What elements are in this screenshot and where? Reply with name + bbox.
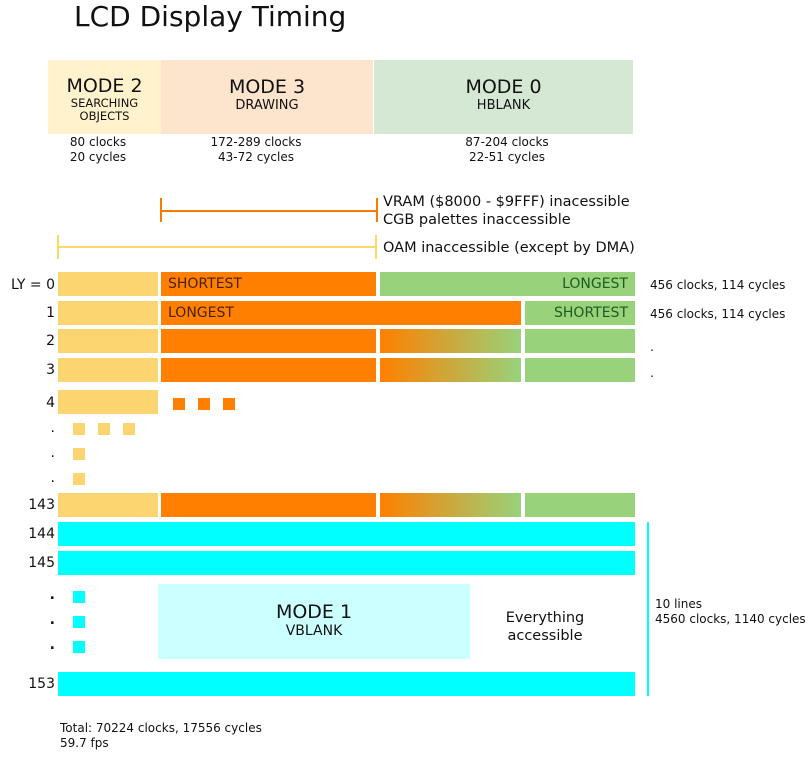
ellipsis-square-5 bbox=[73, 473, 85, 485]
vblank-clocks-note: 4560 clocks, 1140 cycles bbox=[655, 612, 806, 626]
ly2-mode0-bar bbox=[525, 329, 635, 353]
vblank-ellipsis-dot-1: . bbox=[49, 587, 55, 603]
ly4-progress-square-2 bbox=[198, 398, 210, 410]
mode3-header-box: MODE 3 DRAWING bbox=[161, 60, 373, 134]
vram-bracket-right-tick bbox=[376, 198, 378, 222]
ly145-vblank-bar bbox=[58, 551, 635, 575]
vram-access-note: VRAM ($8000 - $9FFF) inacessible CGB pal… bbox=[383, 193, 630, 229]
ly1-timing-note: 456 clocks, 114 cycles bbox=[650, 307, 786, 321]
ly1-mode3-bar: LONGEST bbox=[161, 301, 521, 325]
mode1-name: MODE 1 bbox=[275, 601, 353, 623]
vblank-ellipsis-square-2 bbox=[73, 616, 85, 628]
mode3-timing: 172-289 clocks 43-72 cycles bbox=[161, 135, 351, 165]
ly143-mode3-bar bbox=[161, 493, 376, 517]
mode1-vblank-box: MODE 1 VBLANK bbox=[158, 584, 470, 659]
vblank-lines-note: 10 lines bbox=[655, 597, 702, 611]
ly-label-3: 3 bbox=[46, 362, 55, 378]
row-ellipsis-dot-3: . bbox=[50, 470, 55, 486]
mode0-name: MODE 0 bbox=[465, 76, 542, 98]
total-summary: Total: 70224 clocks, 17556 cycles 59.7 f… bbox=[60, 721, 262, 751]
oam-inaccessible-text: OAM inaccessible (except by DMA) bbox=[383, 240, 635, 256]
vram-inaccessible-text: VRAM ($8000 - $9FFF) inacessible bbox=[383, 194, 630, 210]
ly4-mode2-bar bbox=[58, 390, 158, 414]
vblank-range-note: 10 lines 4560 clocks, 1140 cycles bbox=[655, 597, 806, 627]
ellipsis-square-1 bbox=[73, 423, 85, 435]
oam-bracket bbox=[58, 246, 376, 248]
ly-label-145: 145 bbox=[28, 555, 55, 571]
mode3-name: MODE 3 bbox=[228, 76, 306, 98]
ly-label-4: 4 bbox=[46, 395, 55, 411]
mode2-header-box: MODE 2 SEARCHING OBJECTS bbox=[48, 60, 161, 134]
ly3-continuation-dot: . bbox=[650, 366, 654, 380]
mode3-sub: DRAWING bbox=[235, 98, 299, 113]
ly0-mode3-bar: SHORTEST bbox=[161, 272, 376, 296]
vblank-range-bracket bbox=[647, 522, 649, 696]
ly1-mode2-bar bbox=[58, 301, 158, 325]
vram-bracket-left-tick bbox=[160, 198, 162, 222]
ly-label-153: 153 bbox=[28, 676, 55, 692]
ly4-progress-square-1 bbox=[173, 398, 185, 410]
ly2-variable-bar bbox=[380, 329, 521, 353]
ly143-variable-bar bbox=[380, 493, 521, 517]
mode3-clocks: 172-289 clocks bbox=[210, 135, 302, 149]
ly3-mode3-bar bbox=[161, 358, 376, 382]
ly-label-0: LY = 0 bbox=[10, 277, 55, 293]
ly3-mode0-bar bbox=[525, 358, 635, 382]
ly-label-1: 1 bbox=[46, 305, 55, 321]
ellipsis-square-2 bbox=[98, 423, 110, 435]
ly143-mode2-bar bbox=[58, 493, 158, 517]
ly1-mode0-label: SHORTEST bbox=[554, 305, 628, 321]
page-title: LCD Display Timing bbox=[74, 0, 347, 33]
ly2-mode2-bar bbox=[58, 329, 158, 353]
ly-label-143: 143 bbox=[28, 497, 55, 513]
mode0-timing: 87-204 clocks 22-51 cycles bbox=[414, 135, 600, 165]
mode2-timing: 80 clocks 20 cycles bbox=[48, 135, 148, 165]
ellipsis-square-4 bbox=[73, 448, 85, 460]
mode2-cycles: 20 cycles bbox=[69, 150, 127, 164]
ly143-mode0-bar bbox=[525, 493, 635, 517]
row-ellipsis-dot-1: . bbox=[50, 420, 55, 436]
ly4-progress-square-3 bbox=[223, 398, 235, 410]
ly1-mode3-label: LONGEST bbox=[168, 305, 234, 321]
vblank-ellipsis-dot-2: . bbox=[49, 612, 55, 628]
vram-bracket bbox=[161, 210, 377, 212]
total-clocks: Total: 70224 clocks, 17556 cycles bbox=[60, 721, 262, 735]
vblank-ellipsis-square-1 bbox=[73, 591, 85, 603]
ly0-mode0-bar: LONGEST bbox=[380, 272, 635, 296]
ly0-mode0-label: LONGEST bbox=[562, 276, 628, 292]
mode2-clocks: 80 clocks bbox=[69, 135, 127, 149]
ellipsis-square-3 bbox=[123, 423, 135, 435]
oam-bracket-right-tick bbox=[375, 235, 377, 259]
ly144-vblank-bar bbox=[58, 522, 635, 546]
total-fps: 59.7 fps bbox=[60, 736, 109, 750]
ly1-mode0-bar: SHORTEST bbox=[525, 301, 635, 325]
ly0-mode3-label: SHORTEST bbox=[168, 276, 242, 292]
ly-label-144: 144 bbox=[28, 526, 55, 542]
vblank-ellipsis-dot-3: . bbox=[49, 637, 55, 653]
vblank-ellipsis-square-3 bbox=[73, 641, 85, 653]
ly2-mode3-bar bbox=[161, 329, 376, 353]
ly0-mode2-bar bbox=[58, 272, 158, 296]
cgb-palettes-text: CGB palettes inaccessible bbox=[383, 212, 571, 228]
mode2-name: MODE 2 bbox=[66, 75, 143, 97]
mode3-cycles: 43-72 cycles bbox=[218, 150, 294, 164]
mode0-header-box: MODE 0 HBLANK bbox=[374, 60, 633, 134]
mode0-sub: HBLANK bbox=[476, 98, 531, 113]
ly3-variable-bar bbox=[380, 358, 521, 382]
everything-accessible-line2: accessible bbox=[507, 628, 583, 644]
mode0-clocks: 87-204 clocks bbox=[465, 135, 549, 149]
mode1-sub: VBLANK bbox=[285, 623, 343, 639]
mode0-cycles: 22-51 cycles bbox=[469, 150, 545, 164]
ly0-timing-note: 456 clocks, 114 cycles bbox=[650, 278, 786, 292]
everything-accessible-note: Everything accessible bbox=[490, 609, 600, 645]
ly-label-2: 2 bbox=[46, 333, 55, 349]
everything-accessible-line1: Everything bbox=[505, 610, 585, 626]
ly153-vblank-bar bbox=[58, 672, 635, 696]
mode2-sub: SEARCHING OBJECTS bbox=[70, 96, 139, 123]
row-ellipsis-dot-2: . bbox=[50, 445, 55, 461]
ly2-continuation-dot: . bbox=[650, 340, 654, 354]
oam-bracket-left-tick bbox=[57, 235, 59, 259]
ly3-mode2-bar bbox=[58, 358, 158, 382]
